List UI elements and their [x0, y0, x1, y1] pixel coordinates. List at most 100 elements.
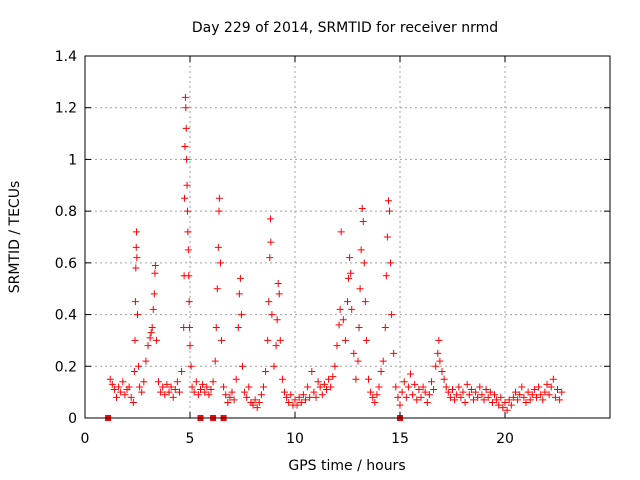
- data-point: [167, 383, 175, 391]
- data-point: [509, 393, 517, 401]
- data-point: [183, 155, 191, 163]
- data-point: [503, 406, 511, 414]
- x-tick-label: 20: [496, 431, 514, 447]
- data-point: [144, 342, 152, 350]
- data-point: [382, 272, 390, 280]
- data-point: [528, 391, 536, 399]
- data-point: [173, 378, 181, 386]
- data-point: [547, 383, 555, 391]
- data-point: [283, 393, 291, 401]
- data-point: [365, 375, 372, 383]
- data-point: [281, 388, 288, 396]
- data-point: [181, 93, 189, 101]
- data-point: [184, 228, 192, 236]
- data-point: [186, 342, 194, 350]
- data-point: [205, 391, 213, 399]
- data-point: [278, 375, 286, 383]
- data-point: [325, 375, 333, 383]
- data-point: [348, 305, 356, 313]
- data-point: [428, 378, 435, 386]
- data-point: [392, 383, 400, 391]
- data-point: [220, 383, 228, 391]
- data-point: [181, 143, 189, 150]
- data-point: [470, 396, 477, 404]
- data-point: [264, 336, 272, 344]
- data-point: [155, 378, 162, 386]
- data-point: [163, 380, 171, 388]
- data-point: [151, 261, 159, 269]
- data-point: [482, 386, 490, 394]
- data-point: [558, 388, 566, 396]
- data-point: [176, 388, 183, 396]
- data-point: [425, 391, 433, 399]
- x-tick-label: 5: [186, 431, 195, 447]
- data-point: [449, 386, 456, 394]
- data-point: [394, 393, 402, 401]
- data-point: [197, 386, 204, 394]
- data-point: [480, 396, 488, 404]
- data-point: [232, 375, 240, 383]
- data-point: [192, 378, 200, 386]
- data-point: [255, 398, 263, 406]
- data-point: [474, 393, 482, 401]
- data-point: [335, 321, 343, 329]
- data-point: [108, 380, 116, 388]
- data-point: [228, 388, 236, 396]
- data-point: [440, 375, 448, 383]
- data-point: [336, 305, 344, 313]
- data-point: [357, 246, 365, 254]
- data-point: [530, 386, 538, 394]
- data-point: [543, 380, 551, 388]
- data-point: [423, 398, 431, 406]
- data-point: [110, 386, 118, 394]
- data-point: [411, 380, 419, 388]
- data-point: [341, 336, 349, 344]
- data-point: [400, 378, 408, 386]
- data-point: [302, 396, 309, 404]
- data-point: [183, 207, 191, 215]
- data-point: [409, 391, 417, 399]
- data-point: [291, 396, 299, 404]
- data-point: [478, 391, 486, 399]
- data-point: [516, 391, 524, 399]
- data-point: [211, 357, 219, 365]
- data-point: [549, 375, 557, 383]
- data-point: [216, 259, 224, 267]
- data-point: [265, 298, 273, 306]
- data-point: [533, 393, 540, 401]
- data-point: [304, 383, 312, 391]
- data-point: [554, 386, 561, 394]
- data-point: [186, 324, 194, 331]
- data-point: [434, 349, 442, 357]
- x-tick-label: 10: [286, 431, 304, 447]
- data-point: [169, 393, 177, 401]
- data-point: [354, 357, 362, 365]
- data-point: [359, 217, 367, 225]
- data-point: [435, 336, 443, 344]
- data-point: [327, 383, 335, 391]
- data-point: [352, 375, 360, 383]
- x-tick-label: 0: [81, 431, 90, 447]
- data-point: [421, 388, 429, 396]
- data-point: [312, 393, 320, 401]
- data-point: [491, 391, 498, 399]
- data-point: [442, 383, 450, 391]
- data-point: [505, 396, 513, 404]
- data-point: [182, 124, 190, 132]
- data-point: [539, 396, 547, 404]
- data-point: [287, 391, 295, 399]
- data-point: [457, 393, 465, 401]
- data-point: [159, 383, 167, 391]
- data-point: [310, 388, 318, 396]
- data-point: [537, 391, 545, 399]
- data-point: [285, 398, 293, 406]
- data-point: [551, 393, 559, 401]
- data-point: [347, 269, 355, 277]
- data-point: [387, 259, 395, 267]
- data-point: [274, 280, 282, 288]
- data-point: [253, 404, 261, 412]
- data-point: [465, 391, 473, 399]
- data-point: [451, 396, 459, 404]
- y-tick-label: 1.4: [55, 49, 77, 65]
